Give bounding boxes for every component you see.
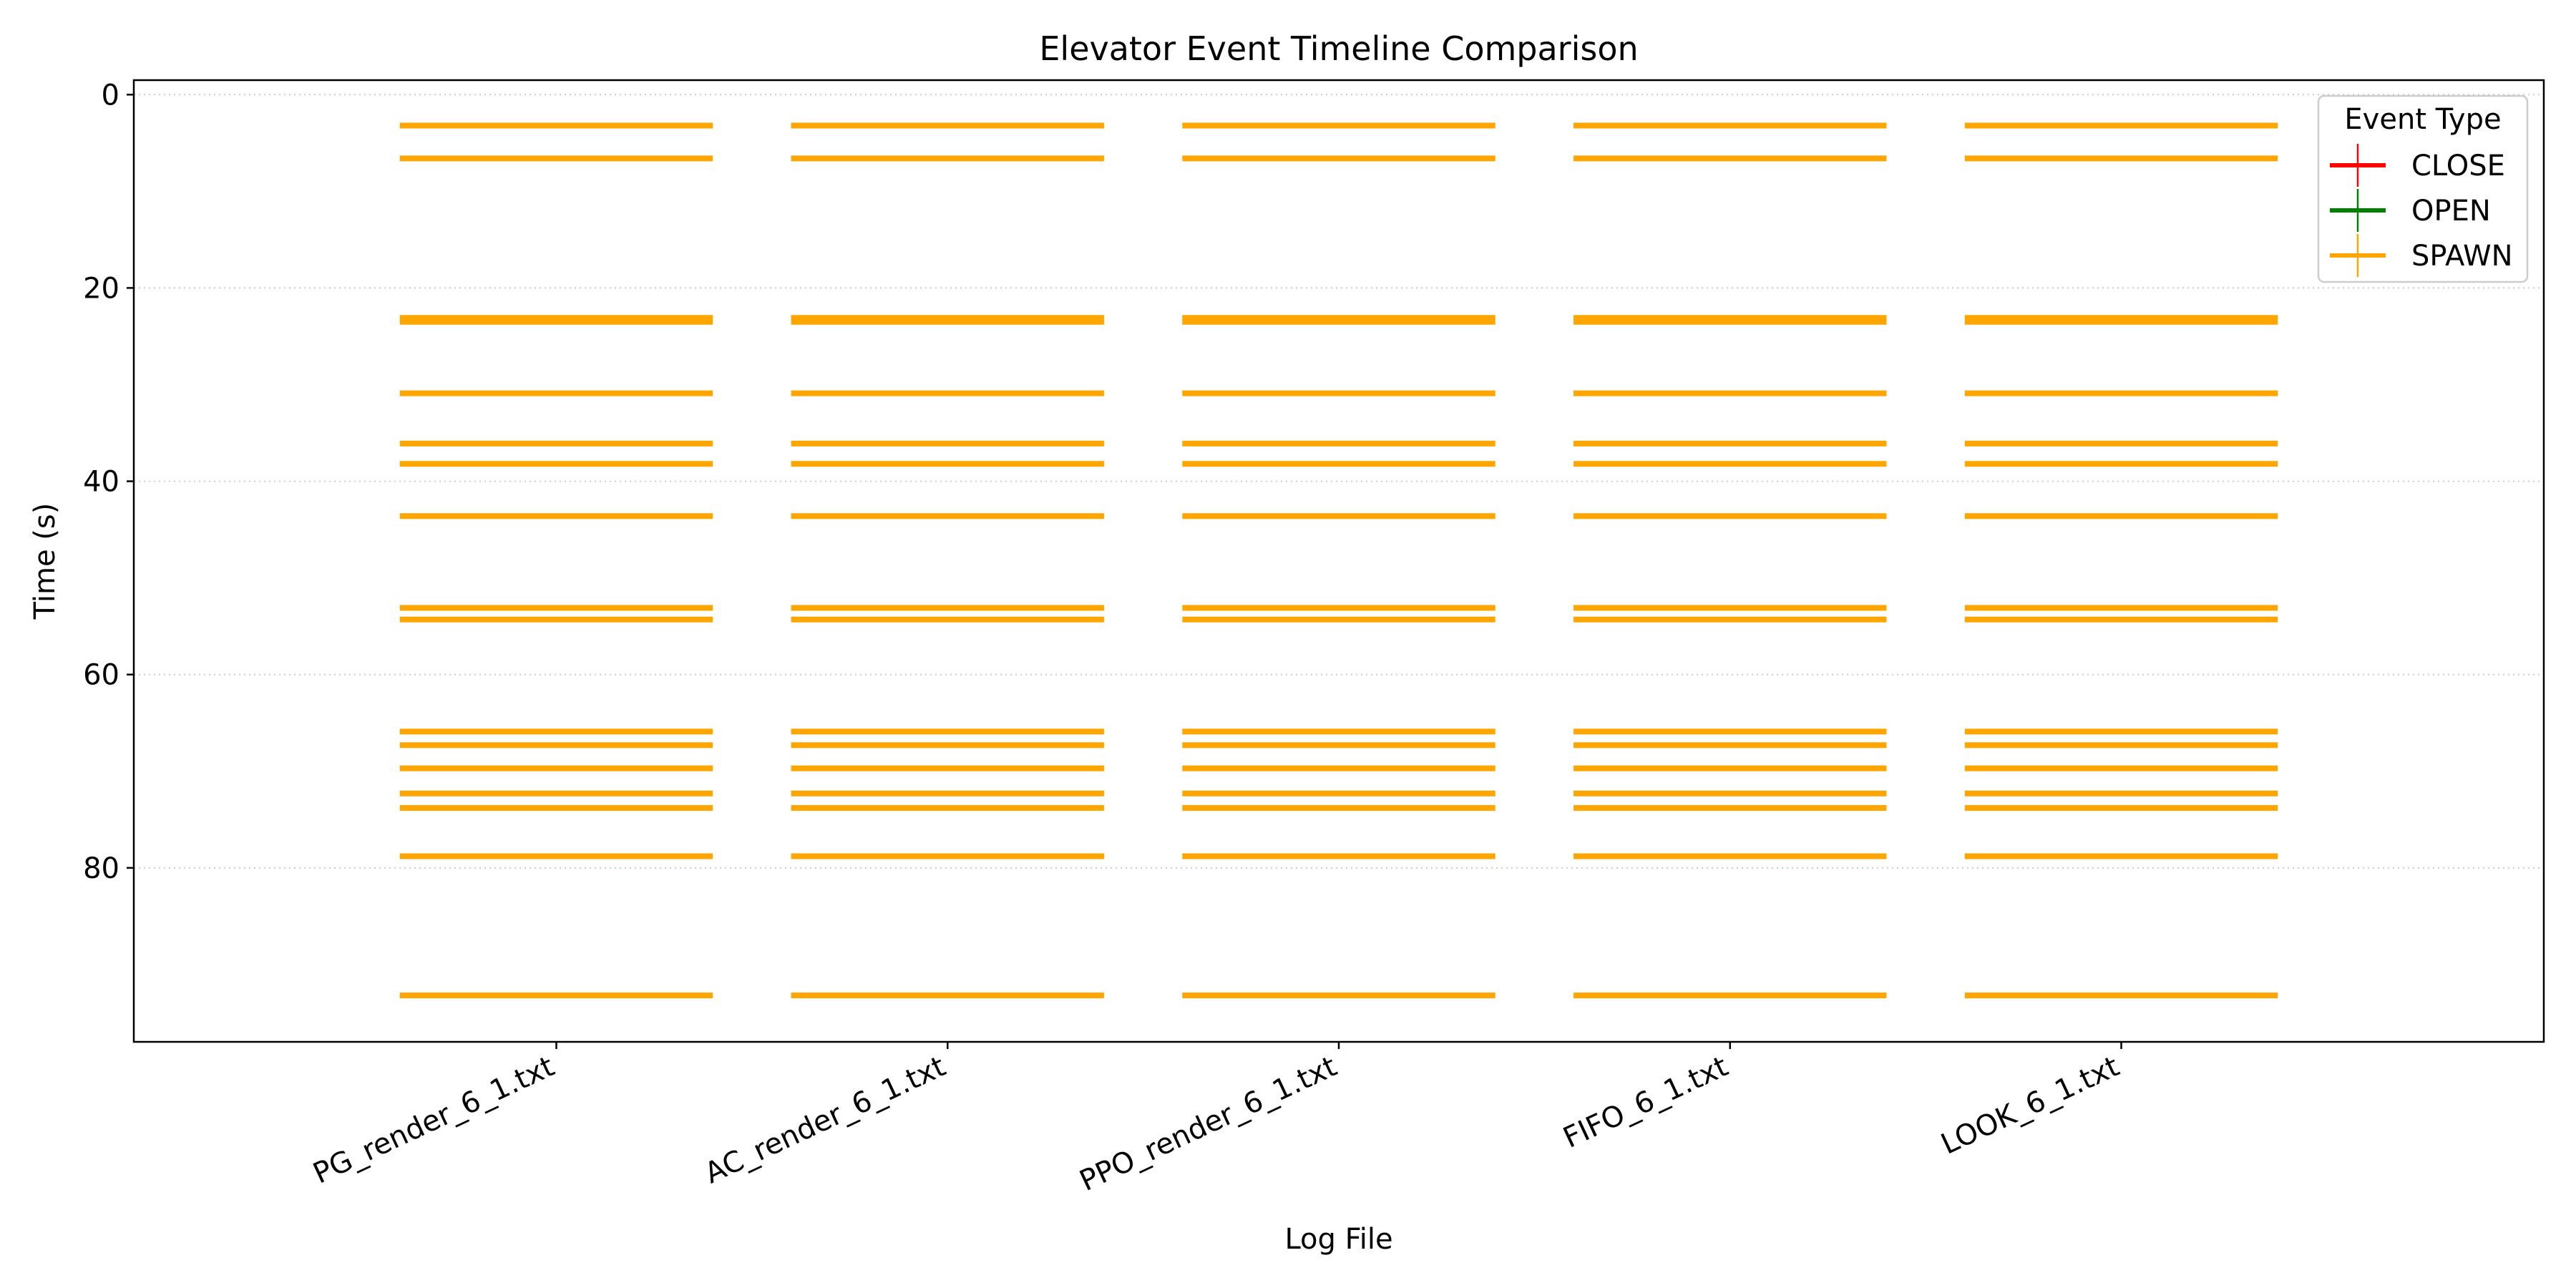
legend-label: SPAWN [2411,240,2513,273]
y-axis-label: Time (s) [29,503,62,620]
y-tick-label: 20 [83,272,119,305]
x-axis-label: Log File [1284,1223,1392,1256]
y-tick-label: 80 [83,852,119,885]
legend-entries: CLOSE OPEN SPAWN [2330,144,2513,277]
grid-layer [134,94,2544,869]
legend: Event Type CLOSE OPEN SPAWN [2317,94,2529,283]
event-marks [399,122,2278,999]
chart-title: Elevator Event Timeline Comparison [1039,29,1638,68]
y-tick-label: 60 [83,659,119,692]
y-tick-label: 40 [83,466,119,499]
legend-box [2317,94,2529,283]
legend-title: Event Type [2344,103,2501,136]
y-axis: 0 20 40 60 80 [83,79,134,885]
legend-label: OPEN [2411,195,2491,228]
y-tick-label: 0 [102,79,119,112]
legend-label: CLOSE [2411,150,2505,182]
